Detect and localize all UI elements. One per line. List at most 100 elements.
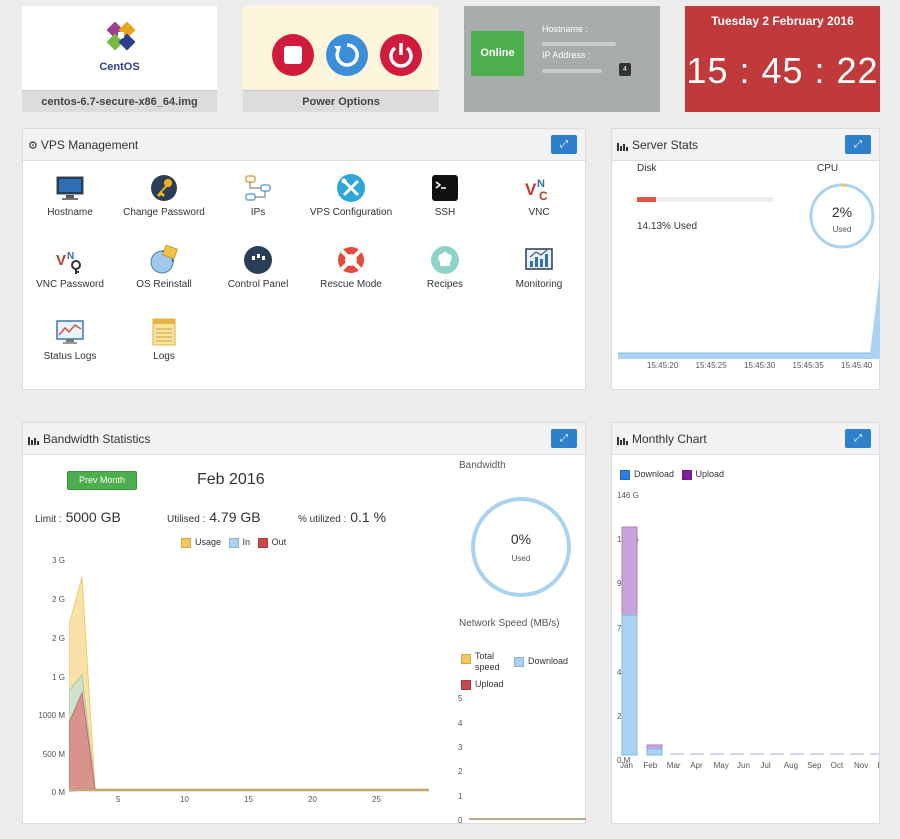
legend-in: In xyxy=(228,537,250,548)
month-label: Jun xyxy=(737,761,750,770)
limit-value: 5000 GB xyxy=(65,509,121,525)
month-label: Mar xyxy=(666,761,681,770)
panel-title: Bandwidth Statistics xyxy=(43,432,151,446)
power-off-button[interactable] xyxy=(380,34,422,76)
chef-hat-icon xyxy=(430,245,460,275)
percent-value: 0.1 % xyxy=(350,509,387,525)
time-axis-label: 15:45:30 xyxy=(744,361,776,370)
wrench-icon xyxy=(336,173,366,203)
expand-icon: ⤢ xyxy=(560,139,568,150)
vps-item-recipes[interactable]: Recipes xyxy=(398,245,492,290)
network-speed-baseline xyxy=(469,818,586,820)
bandwidth-panel: Bandwidth Statistics ⤢ Prev Month Feb 20… xyxy=(22,422,586,825)
centos-logo-text: CentOS xyxy=(99,61,140,73)
monitor-icon xyxy=(55,173,85,203)
legend-download: Download xyxy=(620,469,675,480)
expand-button[interactable]: ⤢ xyxy=(845,429,871,448)
disk-used-text: 14.13% Used xyxy=(637,221,698,232)
ip-count-badge[interactable]: 4 xyxy=(619,63,631,76)
x-axis-label: 15 xyxy=(244,795,253,804)
utilised-stat: Utilised : 4.79 GB xyxy=(167,509,261,525)
legend-label: Upload xyxy=(695,469,725,479)
month-label: Dec xyxy=(877,761,879,770)
prev-month-button[interactable]: Prev Month xyxy=(67,471,137,490)
month-label: Feb xyxy=(643,761,658,770)
legend-label: Download xyxy=(634,469,675,479)
month-label: Apr xyxy=(690,761,703,770)
network-speed-title: Network Speed (MB/s) xyxy=(459,618,560,629)
power-card: Power Options xyxy=(243,6,439,112)
server-stats-panel: Server Stats ⤢ Disk 14.13% Used CPU 2% U… xyxy=(611,128,880,390)
vps-item-vnc[interactable]: V N C VNC xyxy=(492,173,586,218)
bar-chart-icon xyxy=(617,142,628,151)
vps-item-status-logs[interactable]: Status Logs xyxy=(23,317,117,362)
legend-usage: Usage xyxy=(181,537,221,548)
y-axis-label: 0 M xyxy=(617,756,631,765)
vps-item-label: Logs xyxy=(153,351,175,362)
legend-swatch xyxy=(181,537,191,548)
expand-button[interactable]: ⤢ xyxy=(845,135,871,154)
ip-label: IP Address : xyxy=(542,50,591,60)
legend-total-speed: Total speed xyxy=(461,651,509,673)
expand-icon: ⤢ xyxy=(560,433,568,444)
x-axis-label: 5 xyxy=(116,795,121,804)
vps-item-hostname[interactable]: Hostname xyxy=(23,173,117,218)
vps-item-monitoring[interactable]: Monitoring xyxy=(492,245,586,290)
y-axis-label: 3 G xyxy=(52,556,65,565)
clock-time: 15 : 45 : 22 xyxy=(686,50,879,91)
legend-out: Out xyxy=(257,537,286,548)
time-axis-label: 15:45:35 xyxy=(792,361,824,370)
cpu-value: 2% xyxy=(831,204,853,220)
os-card[interactable]: CentOS centos-6.7-secure-x86_64.img xyxy=(22,6,217,112)
control-panel-icon xyxy=(243,245,273,275)
bandwidth-usage-chart xyxy=(69,576,429,792)
vps-item-os-reinstall[interactable]: OS Reinstall xyxy=(117,244,211,290)
vps-item-vps-configuration[interactable]: VPS Configuration xyxy=(304,173,398,218)
legend-swatch xyxy=(461,654,471,664)
cpu-label: CPU xyxy=(817,163,839,174)
monthly-chart-header: Monthly Chart ⤢ xyxy=(612,423,879,455)
expand-button[interactable]: ⤢ xyxy=(551,135,577,154)
vps-item-vnc-password[interactable]: V N VNC Password xyxy=(23,245,117,290)
stop-button[interactable] xyxy=(272,34,314,76)
expand-button[interactable]: ⤢ xyxy=(551,429,577,448)
monthly-chart-panel: Monthly Chart ⤢ Download Upload 146 G122… xyxy=(611,422,880,824)
month-label: Jan xyxy=(620,761,633,770)
limit-label: Limit : xyxy=(35,514,62,525)
vps-item-logs[interactable]: Logs xyxy=(117,317,211,362)
hostname-label: Hostname : xyxy=(542,24,589,34)
month-title: Feb 2016 xyxy=(197,471,265,488)
vps-item-ssh[interactable]: SSH xyxy=(398,173,492,218)
vps-item-label: Rescue Mode xyxy=(320,279,382,290)
month-label: Sep xyxy=(807,761,822,770)
online-badge: Online xyxy=(471,31,524,76)
server-stats-header: Server Stats ⤢ xyxy=(612,129,879,161)
vps-management-panel: ⚙ VPS Management ⤢ Hostname Change Passwor… xyxy=(22,128,586,390)
y-axis-label: 3 xyxy=(458,743,463,752)
month-label: Nov xyxy=(854,761,869,770)
restart-button[interactable] xyxy=(326,34,368,76)
terminal-icon xyxy=(430,173,460,203)
vps-item-change-password[interactable]: Change Password xyxy=(117,173,211,218)
hostname-value xyxy=(542,42,616,46)
x-axis-label: 20 xyxy=(308,795,317,804)
legend-download: Download xyxy=(514,656,568,667)
vps-item-label: Hostname xyxy=(47,207,93,218)
vps-item-label: SSH xyxy=(434,207,456,218)
vps-item-rescue-mode[interactable]: Rescue Mode xyxy=(304,245,398,290)
vps-item-label: Monitoring xyxy=(515,279,563,290)
stop-icon xyxy=(284,46,302,64)
monthly-bars xyxy=(621,526,879,756)
vps-item-ips[interactable]: IPs xyxy=(211,173,305,218)
os-image-label: centos-6.7-secure-x86_64.img xyxy=(22,90,217,112)
y-axis-label: 2 xyxy=(458,767,463,776)
disk-bar-fill xyxy=(637,197,657,202)
y-axis-label: 1000 M xyxy=(38,711,65,720)
key-icon xyxy=(149,173,179,203)
disk-label: Disk xyxy=(637,163,657,174)
legend-swatch xyxy=(228,537,239,548)
vps-item-control-panel[interactable]: Control Panel xyxy=(211,245,305,290)
legend-label: Total speed xyxy=(475,651,500,672)
bar-chart-icon xyxy=(617,436,628,445)
